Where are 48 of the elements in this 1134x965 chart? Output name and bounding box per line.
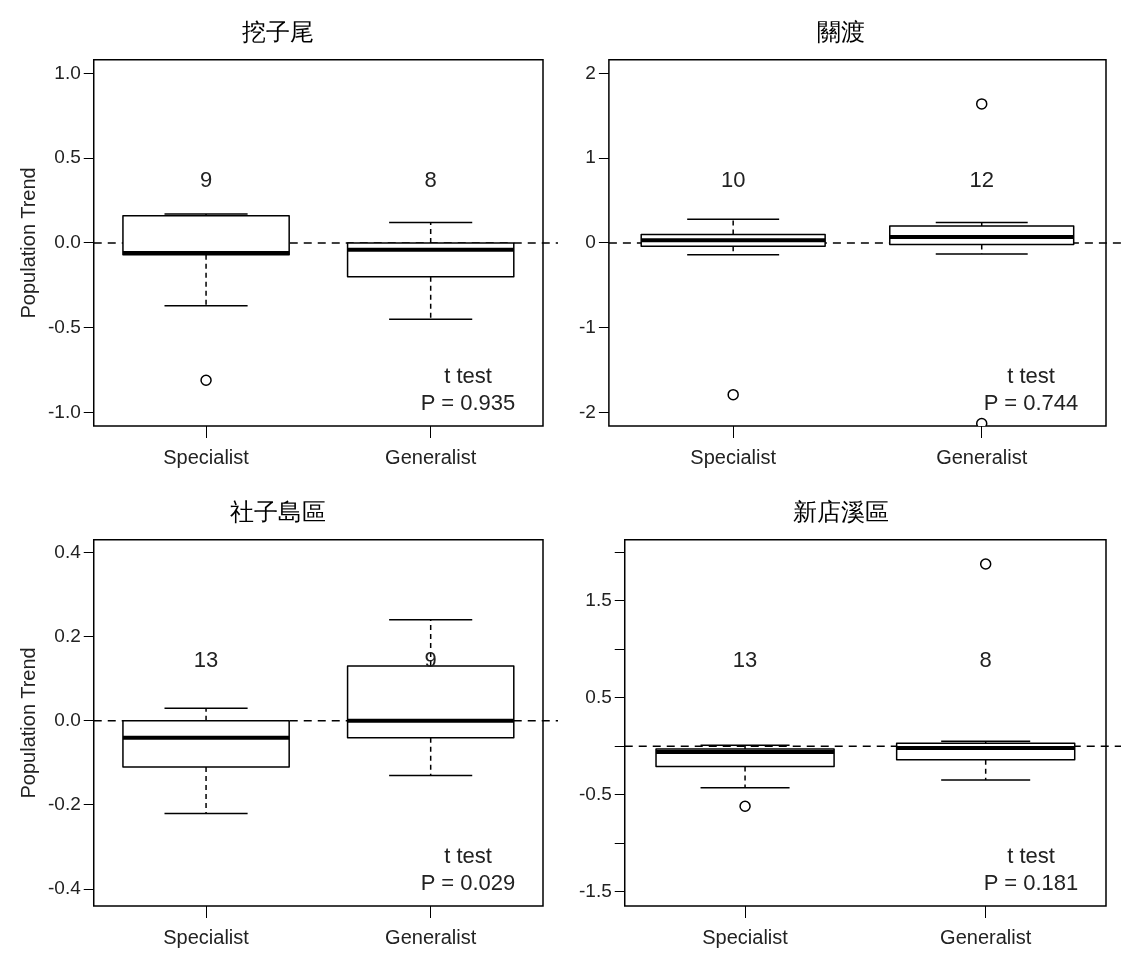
x-tick-label: Specialist (163, 445, 250, 468)
x-tick-label: Generalist (940, 925, 1032, 948)
y-tick-label: 0.0 (54, 709, 81, 731)
y-tick-label: 2 (585, 61, 596, 83)
y-tick-label: 0.5 (585, 685, 612, 707)
chart-title: 挖子尾 (242, 18, 314, 46)
annotation: t test (444, 363, 492, 389)
y-tick-label: 0.0 (54, 231, 81, 253)
annotation: 10 (720, 166, 746, 192)
y-tick-label: 1.0 (54, 61, 81, 83)
annotation: 13 (193, 646, 219, 672)
x-tick-label: Specialist (702, 925, 789, 948)
annotation: 9 (199, 166, 213, 192)
y-tick-label: -1 (578, 315, 596, 337)
y-tick-label: -0.5 (578, 782, 612, 804)
annotation: P = 0.744 (983, 390, 1079, 416)
annotation: t test (1007, 843, 1055, 869)
x-tick-label: Specialist (163, 925, 250, 948)
annotation: t test (1007, 363, 1055, 389)
x-tick-label: Specialist (690, 445, 777, 468)
y-tick-label: 0.4 (54, 540, 82, 562)
annotation: 8 (979, 646, 992, 672)
y-tick-label: -0.2 (47, 793, 81, 815)
chart-title: 新店溪區 (793, 498, 889, 526)
annotation: 12 (969, 166, 994, 192)
y-tick-label: 0 (585, 231, 596, 253)
y-axis-title: Population Trend (16, 167, 39, 319)
y-tick-label: -0.4 (47, 877, 82, 899)
x-tick-label: Generalist (936, 445, 1028, 468)
chart-title: 關渡 (817, 18, 865, 46)
annotation: P = 0.029 (420, 870, 516, 896)
annotation: P = 0.181 (983, 870, 1079, 896)
annotation: P = 0.935 (420, 390, 516, 416)
y-tick-label: 1.5 (585, 589, 612, 611)
chart-title: 社子島區 (230, 498, 326, 526)
annotation: 8 (424, 166, 437, 192)
annotation: 13 (732, 646, 758, 672)
y-tick-label: 1 (585, 146, 596, 168)
x-tick-label: Generalist (385, 445, 477, 468)
annotation: t test (444, 843, 492, 869)
y-tick-label: -2 (578, 400, 596, 422)
y-tick-label: -1.0 (47, 400, 81, 422)
x-tick-label: Generalist (385, 925, 477, 948)
y-tick-label: 0.5 (54, 146, 81, 168)
y-axis-title: Population Trend (16, 647, 39, 799)
y-tick-label: 0.2 (54, 624, 81, 646)
y-tick-label: -0.5 (47, 315, 81, 337)
y-tick-label: -1.5 (578, 879, 612, 901)
